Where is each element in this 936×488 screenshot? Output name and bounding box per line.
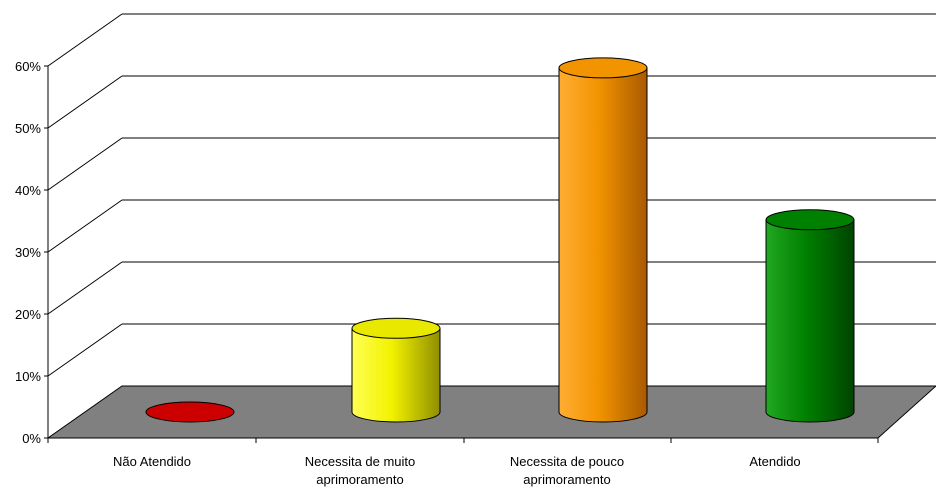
bar-1 <box>351 317 441 423</box>
y-tick-label: 0% <box>22 431 41 446</box>
y-tick-label: 30% <box>15 245 41 260</box>
x-axis-ticks <box>47 438 879 443</box>
bar-disc <box>145 401 235 423</box>
bar-3 <box>765 209 855 423</box>
back-gridlines <box>122 13 936 325</box>
x-category-label: Necessita de pouco <box>510 454 624 469</box>
bar-2 <box>558 57 648 423</box>
side-gridline <box>47 13 123 67</box>
side-gridline <box>47 261 123 315</box>
side-gridline <box>47 323 123 377</box>
bars-group <box>145 57 855 423</box>
y-tick-label: 50% <box>15 121 41 136</box>
bar-0 <box>145 401 235 423</box>
y-tick-labels: 60% 50% 40% 30% 20% 10% 0% <box>15 59 41 446</box>
bar-top <box>558 57 648 79</box>
x-category-label: Necessita de muito <box>305 454 416 469</box>
x-category-label: aprimoramento <box>316 472 403 487</box>
x-category-label: Não Atendido <box>113 454 191 469</box>
bar-top <box>765 209 855 231</box>
x-category-label: Atendido <box>749 454 800 469</box>
bar-top <box>351 317 441 339</box>
y-axis-ticks <box>44 65 48 439</box>
bar-body <box>765 219 855 423</box>
category-labels: Não Atendido Necessita de muito aprimorame… <box>113 454 801 487</box>
y-tick-label: 60% <box>15 59 41 74</box>
y-tick-label: 10% <box>15 369 41 384</box>
side-gridline <box>47 137 123 191</box>
y-tick-label: 40% <box>15 183 41 198</box>
side-gridline <box>47 199 123 253</box>
side-gridlines <box>47 13 123 377</box>
y-tick-label: 20% <box>15 307 41 322</box>
side-gridline <box>47 75 123 129</box>
bar-body <box>351 327 441 423</box>
bar-body <box>558 67 648 423</box>
x-category-label: aprimoramento <box>523 472 610 487</box>
